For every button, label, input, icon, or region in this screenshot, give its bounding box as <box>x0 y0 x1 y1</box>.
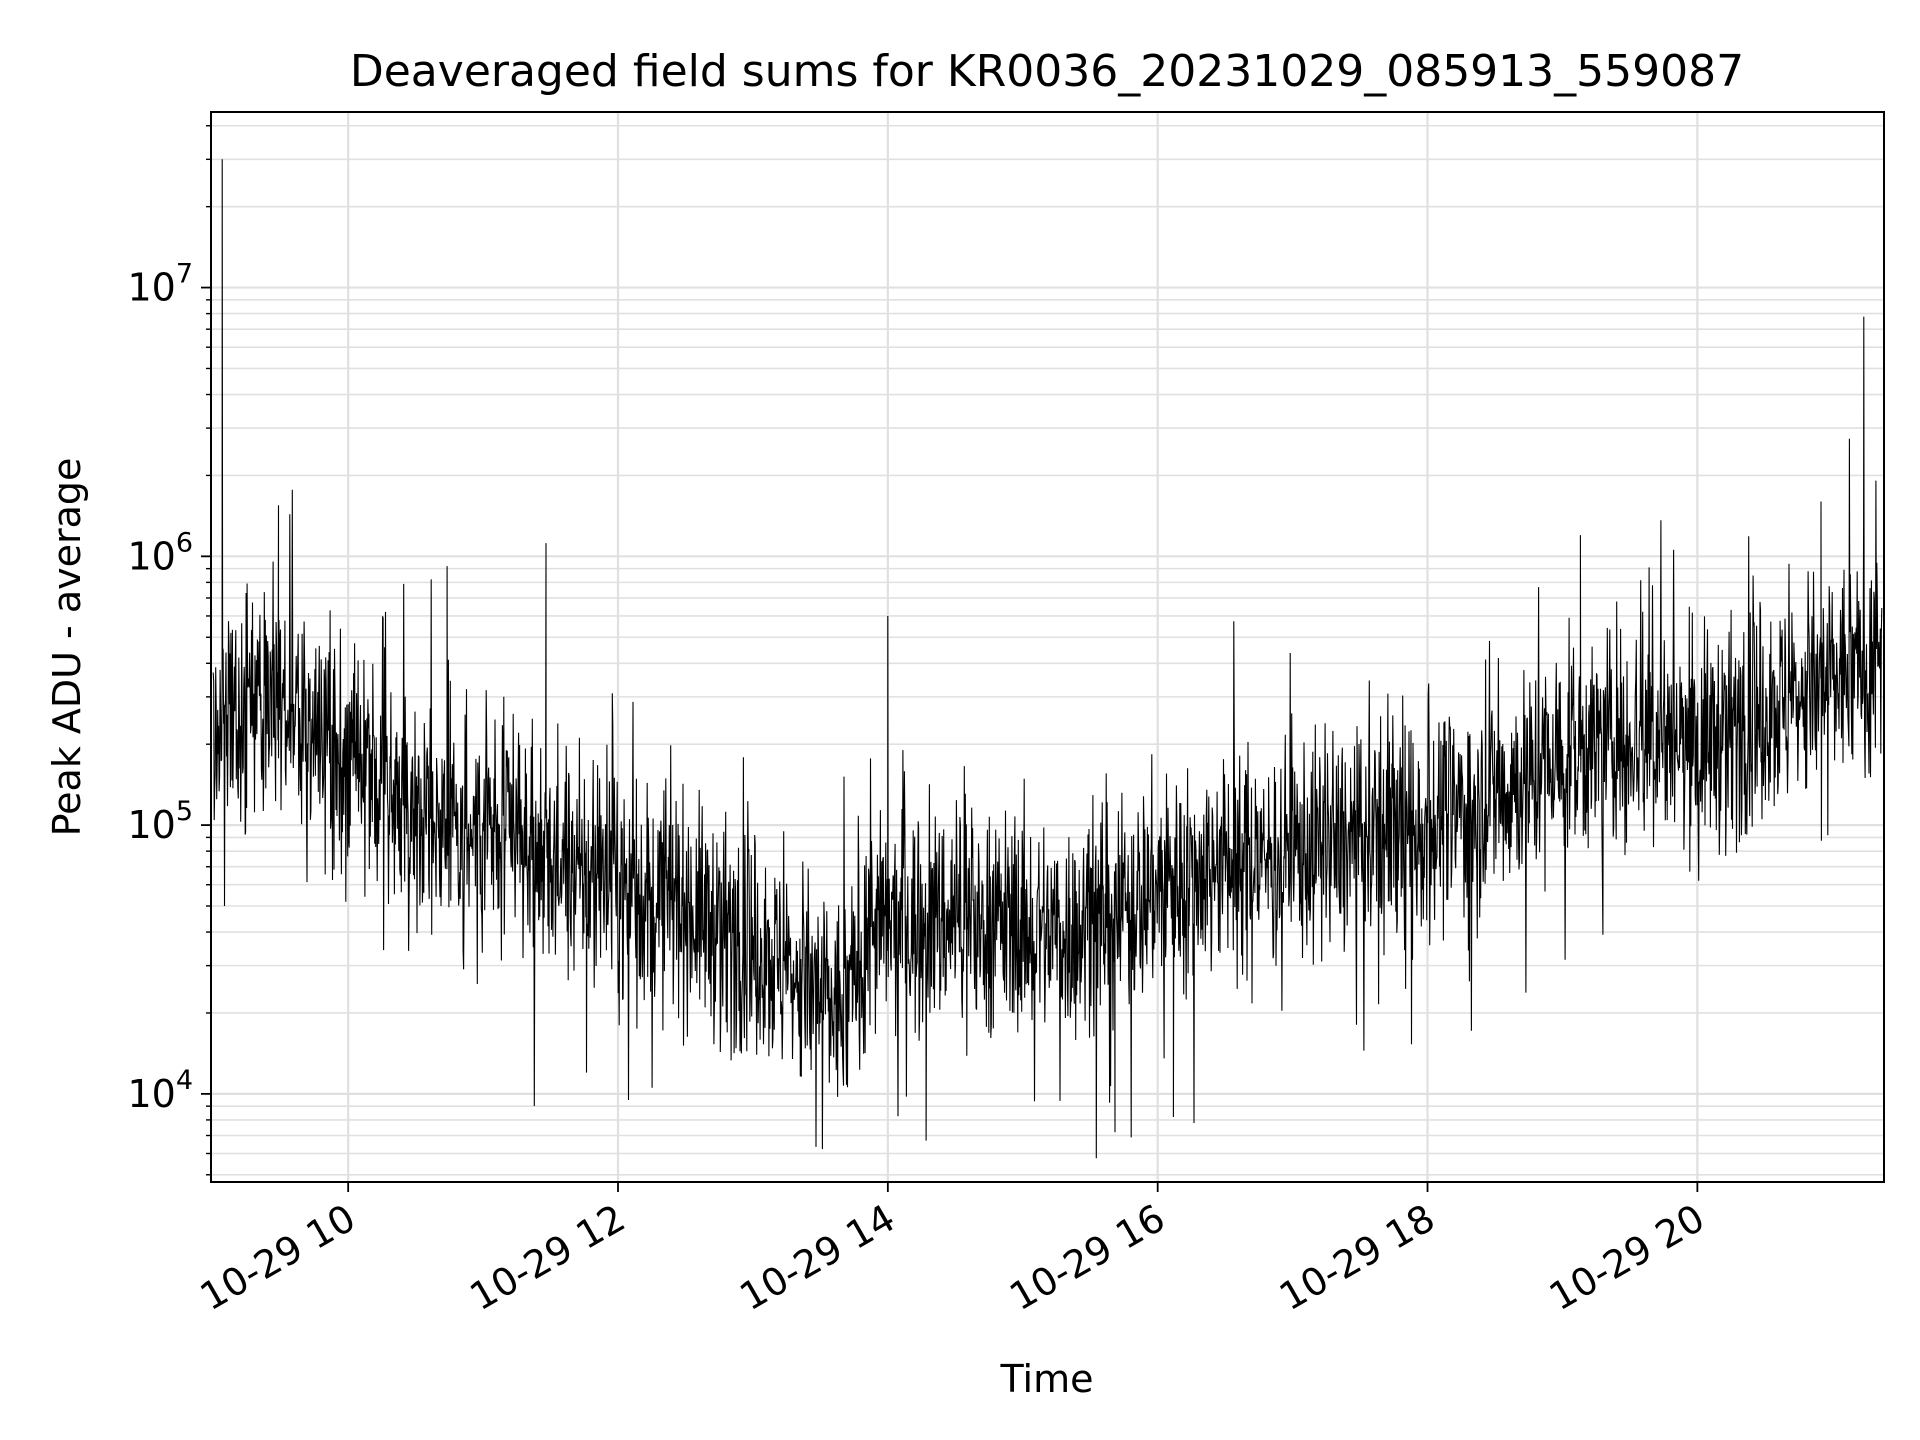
series-line <box>212 159 1883 1159</box>
plot-frame <box>210 111 1885 1183</box>
series-layer <box>212 159 1883 1159</box>
x-axis-label: Time <box>1000 1357 1094 1401</box>
y-tick-label: 104 <box>127 1065 193 1116</box>
y-tick-label: 106 <box>127 527 193 578</box>
y-tick-label: 105 <box>127 796 193 847</box>
y-axis-label: Peak ADU - average <box>45 458 89 837</box>
chart-title: Deaveraged field sums for KR0036_2023102… <box>350 46 1744 97</box>
y-axis: 104 105 106 107 <box>127 125 211 1176</box>
y-tick-label: 107 <box>127 259 193 310</box>
